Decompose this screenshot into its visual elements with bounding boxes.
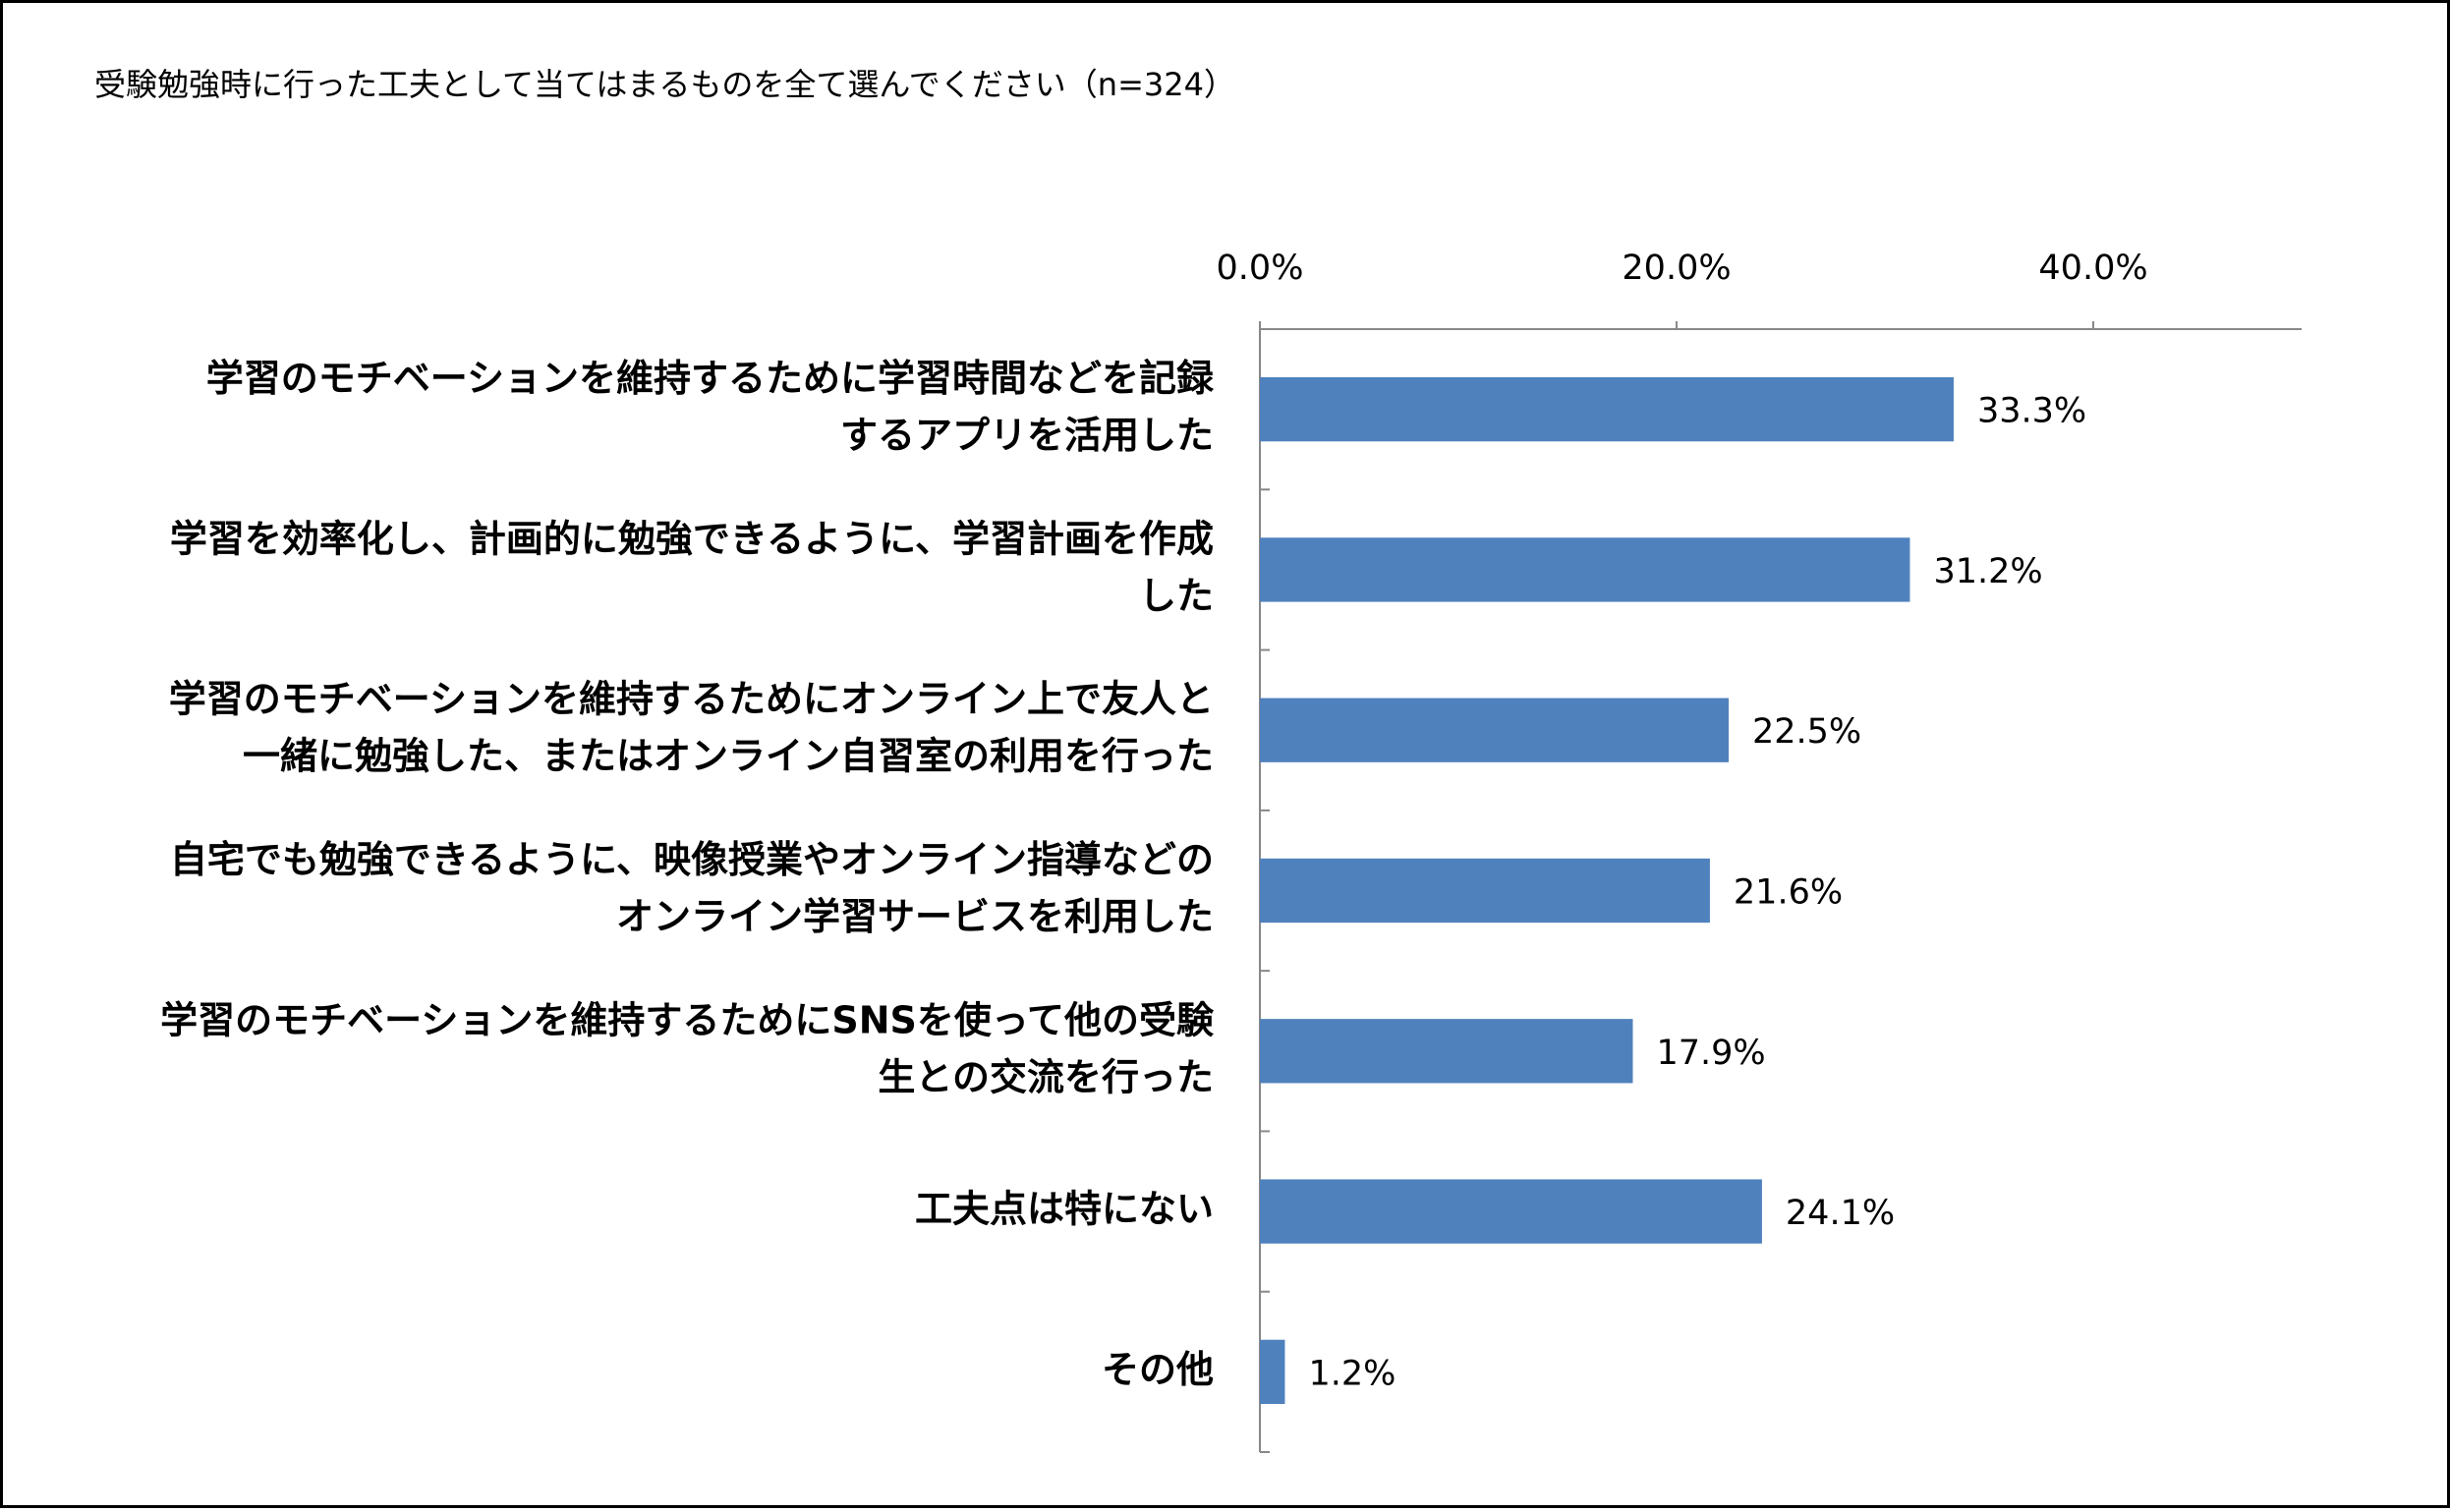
y-tick-label: 生との交流を行った	[878, 1055, 1214, 1098]
y-tick-label: オンライン学習サービスを利用した	[616, 895, 1214, 938]
bar	[1260, 858, 1710, 924]
bar	[1260, 1179, 1762, 1244]
y-tick-label: その他	[1102, 1348, 1214, 1391]
y-tick-label: 一緒に勉強した、またはオンライン自習室の利用を行った	[243, 735, 1214, 778]
value-label: 31.2%	[1933, 552, 2042, 591]
value-label: 1.2%	[1308, 1354, 1396, 1393]
bar	[1260, 537, 1910, 602]
y-tick-label: 工夫点は特にない	[915, 1188, 1214, 1231]
chart-title: 受験勉強時に行った工夫として当てはまるものを全て選んでください（n=324）	[94, 66, 1235, 103]
y-tick-label: した	[1139, 574, 1214, 617]
y-tick-label: 自宅でも勉強できるように、映像授業やオンライン指導などの	[170, 838, 1214, 881]
value-label: 24.1%	[1786, 1194, 1895, 1233]
value-label: 22.5%	[1752, 712, 1861, 752]
bar	[1260, 1339, 1285, 1405]
bar	[1260, 698, 1729, 762]
bar	[1260, 1019, 1633, 1084]
y-tick-label: 学習のモチベーションを維持するためにSNSを使って他の受験	[160, 998, 1215, 1041]
y-tick-label: 学習を効率化し、計画的に勉強できるように、学習計画を作成	[170, 517, 1214, 560]
x-tick-label: 40.0%	[2038, 249, 2147, 288]
value-label: 21.6%	[1734, 873, 1843, 913]
y-tick-label: 学習のモチベーションを維持するために学習時間などを記録	[206, 357, 1215, 400]
y-tick-label: 学習のモチベーションを維持するためにオンライン上で友人と	[169, 678, 1214, 721]
value-label: 33.3%	[1977, 392, 2086, 431]
x-tick-label: 0.0%	[1217, 249, 1304, 288]
value-label: 17.9%	[1656, 1034, 1765, 1073]
y-tick-label: するアプリを活用した	[840, 414, 1214, 457]
x-tick-label: 20.0%	[1622, 249, 1731, 288]
bar	[1260, 376, 1954, 442]
